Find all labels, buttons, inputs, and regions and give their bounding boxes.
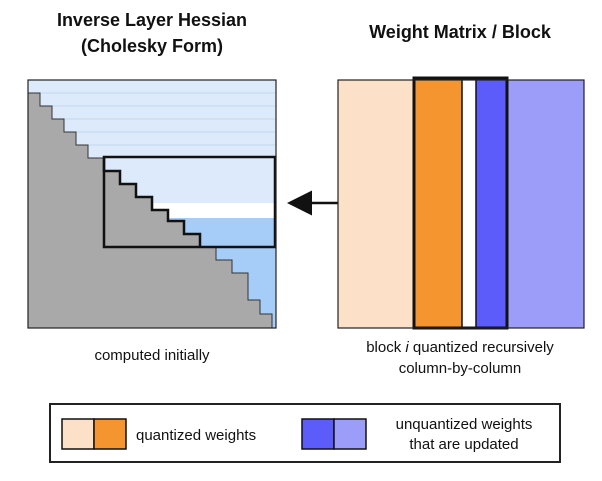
right-caption-line1: block i quantized recursively	[366, 339, 554, 356]
legend: quantized weights unquantized weights th…	[49, 403, 561, 463]
legend-swatch-peach	[61, 418, 95, 450]
quantized-block-columns	[414, 80, 462, 328]
legend-swatch-orange	[93, 418, 127, 450]
hessian-frame	[27, 79, 277, 329]
right-caption-italic: i	[405, 339, 409, 356]
right-caption-suffix: quantized recursively	[409, 339, 555, 356]
legend-unquantized-line1: unquantized weights	[396, 416, 533, 433]
legend-swatch-lavender	[333, 418, 367, 450]
unquantized-lavender-region	[507, 80, 584, 328]
right-title: Weight Matrix / Block	[369, 22, 552, 42]
legend-swatch-blue	[301, 418, 335, 450]
hessian-block-outline	[102, 155, 277, 249]
left-caption: computed initially	[94, 347, 210, 364]
left-title-line2: (Cholesky Form)	[81, 36, 223, 56]
legend-unquantized-line2: that are updated	[409, 436, 518, 453]
legend-quantized-label: quantized weights	[136, 427, 256, 444]
weight-matrix	[337, 76, 585, 330]
right-caption-line2: column-by-column	[399, 360, 522, 377]
right-caption-prefix: block	[366, 339, 405, 356]
current-column	[462, 80, 476, 328]
weight-frame	[337, 79, 585, 329]
hessian-matrix	[27, 79, 277, 329]
quantized-peach-region	[338, 80, 414, 328]
block-staircase	[102, 158, 202, 247]
left-title-line1: Inverse Layer Hessian	[57, 10, 247, 30]
unquantized-block-columns	[476, 80, 507, 328]
